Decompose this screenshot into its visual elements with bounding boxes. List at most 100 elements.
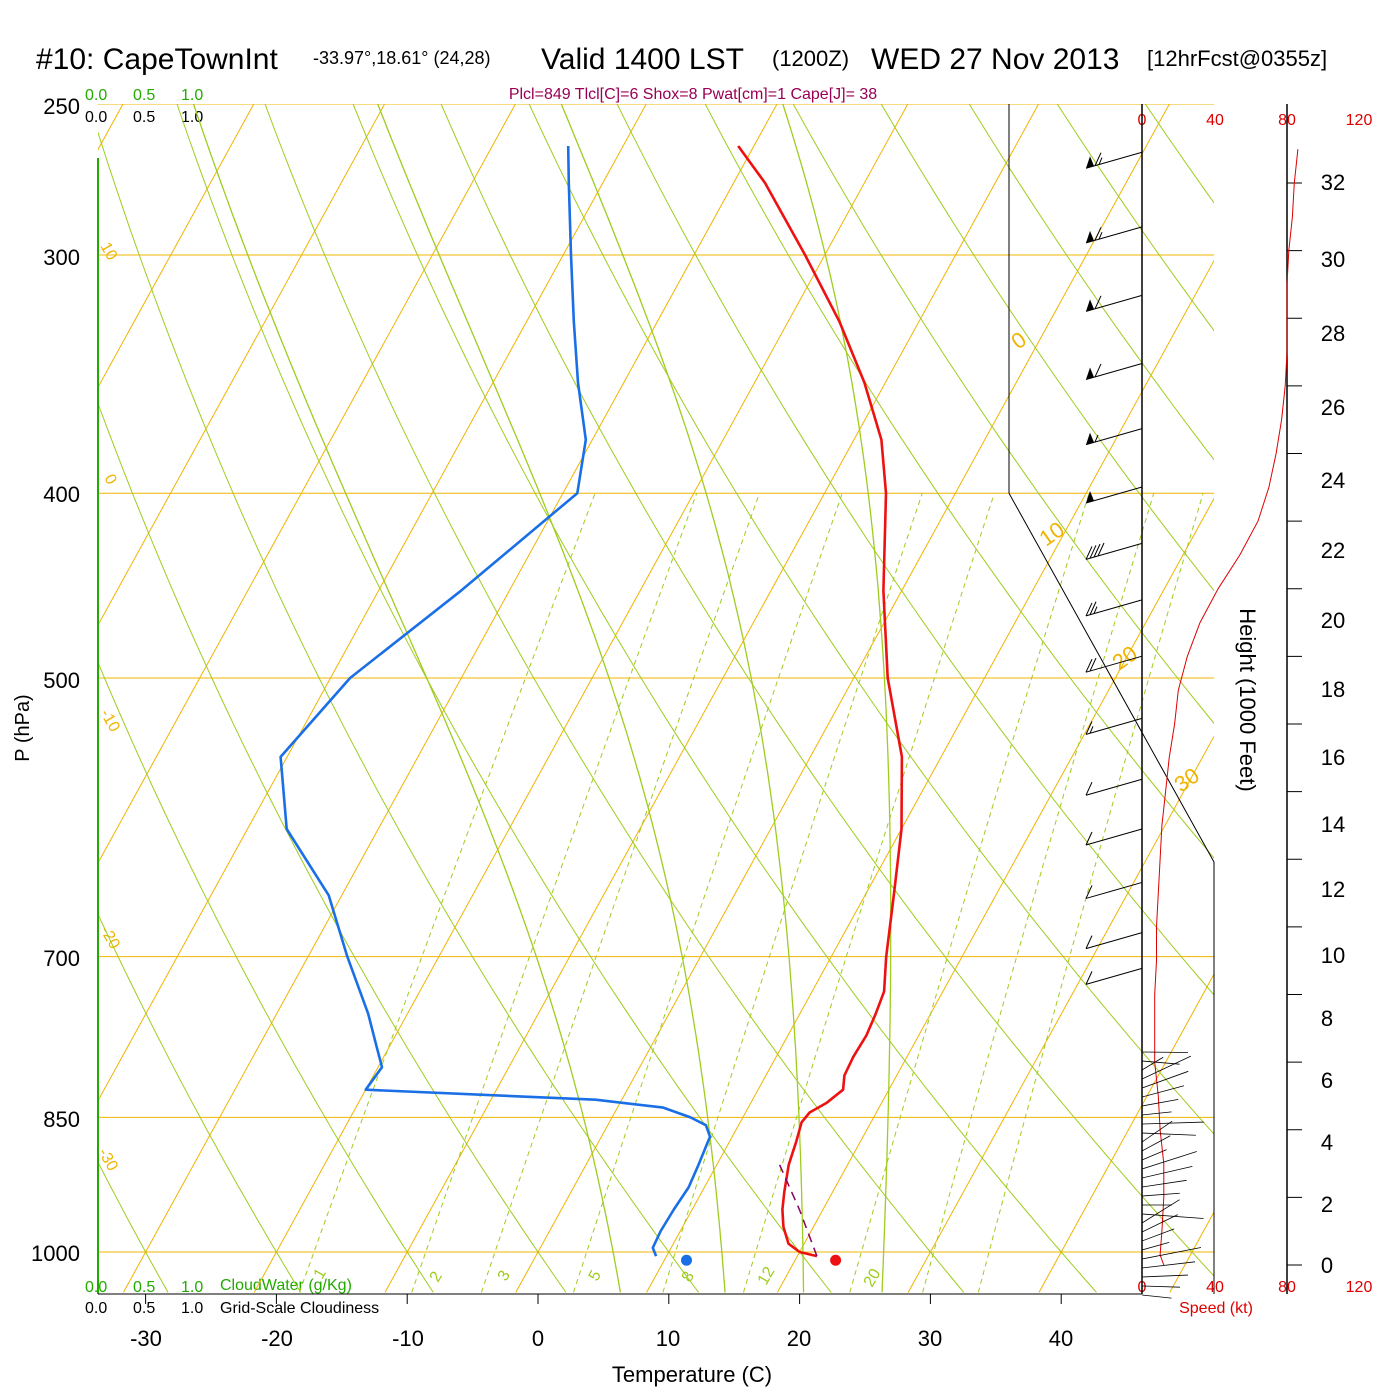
height-tick-label: 28 — [1321, 321, 1345, 346]
pressure-tick-label: 400 — [43, 482, 80, 507]
height-tick-label: 14 — [1321, 812, 1345, 837]
wind-barb-flag — [1085, 935, 1093, 949]
wind-barb-staff — [1085, 881, 1143, 899]
wind-barb — [1085, 151, 1143, 169]
mixing-ratio-line — [977, 493, 1204, 1293]
height-tick-label: 4 — [1321, 1130, 1333, 1155]
surface-temperature-marker — [830, 1254, 842, 1266]
low-level-wind-barb — [1141, 1135, 1171, 1152]
low-level-wind-barb — [1141, 1055, 1192, 1080]
wind-barb-flag — [1085, 602, 1093, 617]
low-level-wind-barb — [1141, 1261, 1196, 1269]
wind-barb — [1085, 778, 1143, 796]
dry-adiabat-line — [1297, 70, 1400, 1292]
y-axis-title: P (hPa) — [12, 694, 34, 761]
height-tick-label: 30 — [1321, 247, 1345, 272]
dry-adiabat-line — [98, 1161, 169, 1293]
dry-adiabat-line — [98, 913, 302, 1293]
wind-barb-pennant — [1086, 299, 1094, 312]
height-tick-label: 24 — [1321, 468, 1345, 493]
low-level-wind-barb — [1141, 1120, 1173, 1143]
temperature-tick-label: 20 — [787, 1326, 811, 1351]
wind-barb-flag — [1093, 543, 1101, 558]
height-tick-label: 10 — [1321, 943, 1345, 968]
moist-adiabat-line — [782, 104, 892, 1293]
cloudiness-label: Grid-Scale Cloudiness — [220, 1300, 379, 1317]
cloudiness-scale-bottom-2: 1.0 — [181, 1300, 203, 1317]
dry-adiabat-line — [1056, 104, 1214, 332]
low-level-wind-barb — [1141, 1085, 1185, 1098]
wind-barb-staff — [1085, 967, 1143, 985]
speed-tick-label-top: 120 — [1346, 112, 1373, 129]
wind-barb-staff — [1085, 932, 1143, 950]
mixing-ratio-line — [573, 493, 843, 1293]
mixing-ratio-label: 3 — [495, 1268, 514, 1284]
wind-barb — [1085, 486, 1143, 504]
wind-barb — [1085, 599, 1143, 617]
low-level-wind-barb — [1141, 1179, 1187, 1188]
low-level-wind-barb — [1141, 1214, 1178, 1233]
wind-barb-staff — [1085, 486, 1143, 504]
wind-barb-staff — [1085, 778, 1143, 796]
cloudwater-scale-top-0: 0.0 — [85, 87, 107, 104]
wind-barb — [1085, 881, 1143, 899]
mixing-ratio-label: 2 — [427, 1269, 446, 1285]
isotherm-line — [98, 104, 647, 1102]
low-level-wind-barb — [1141, 1121, 1204, 1125]
dry-adiabat-line — [440, 104, 1214, 1277]
mixing-ratio-line — [743, 493, 995, 1293]
dry-adiabat-line — [98, 402, 567, 1293]
pressure-tick-label: 850 — [43, 1107, 80, 1132]
cloudwater-scale-bottom-2: 1.0 — [181, 1279, 203, 1296]
wind-barb-half-flag — [1089, 726, 1094, 734]
dry-adiabat-line — [704, 104, 1214, 859]
height-tick-label: 2 — [1321, 1192, 1333, 1217]
temperature-tick-label: 40 — [1049, 1326, 1073, 1351]
forecast-hour: [12hrFcst@0355z] — [1147, 46, 1327, 71]
temperature-tick-label: -30 — [130, 1326, 162, 1351]
height-tick-label: 6 — [1321, 1068, 1333, 1093]
dewpoint-line — [279, 145, 712, 1257]
isotherm-label: 0 — [1007, 327, 1031, 355]
height-tick-label: 32 — [1321, 170, 1345, 195]
wind-barb-pennant — [1086, 156, 1094, 169]
pressure-tick-label: 1000 — [31, 1241, 80, 1266]
wind-barb-pennant — [1086, 230, 1094, 243]
wind-barb-flag — [1089, 545, 1097, 559]
isotherm-line — [122, 104, 778, 1293]
zulu-time: (1200Z) — [772, 46, 849, 71]
wind-barb-half-flag — [1094, 434, 1099, 443]
dry-adiabat-line — [264, 104, 965, 1293]
isotherm-label: 10 — [97, 240, 121, 264]
wind-barb-staff — [1085, 542, 1143, 560]
cloudwater-label: CloudWater (g/Kg) — [220, 1277, 352, 1294]
stability-indices: Plcl=849 Tlcl[C]=6 Shox=8 Pwat[cm]=1 Cap… — [509, 86, 877, 103]
wind-speed-line — [1154, 149, 1299, 1266]
isotherm-line — [1038, 973, 1214, 1293]
moist-adiabat-line — [560, 104, 805, 1293]
dry-adiabat-line — [1144, 104, 1214, 204]
wind-barb-flag — [1089, 601, 1097, 615]
pressure-tick-label: 700 — [43, 946, 80, 971]
wind-barb-flag — [1094, 227, 1102, 241]
temperature-tick-label: 0 — [532, 1326, 544, 1351]
wind-barb — [1085, 655, 1143, 673]
wind-barb — [1085, 226, 1143, 244]
isotherm-line — [776, 497, 1214, 1293]
isotherm-line — [98, 104, 516, 864]
wind-barb-flag — [1094, 295, 1102, 310]
plot-right-border-slant — [1008, 492, 1215, 1294]
wind-barb-half-flag — [1098, 157, 1103, 165]
wind-barb — [1085, 363, 1143, 380]
height-tick-label: 18 — [1321, 677, 1345, 702]
wind-barb-half-flag — [1098, 231, 1103, 240]
wind-barb-flag — [1085, 658, 1093, 673]
station-title: #10: CapeTownInt — [36, 43, 278, 76]
dry-adiabat-line — [98, 661, 434, 1293]
low-level-wind-barb — [1141, 1060, 1180, 1065]
dry-adiabat-line — [1384, 70, 1400, 1292]
height-axis-title: Height (1000 Feet) — [1235, 608, 1260, 791]
wind-barb-staff — [1085, 294, 1143, 312]
wind-barb-flag — [1089, 657, 1097, 672]
